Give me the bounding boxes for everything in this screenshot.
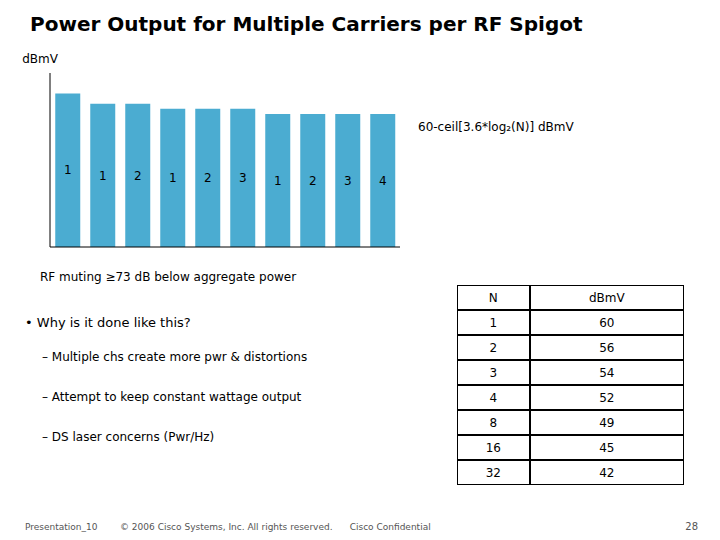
- html-text:Power Output for Multiple Carr: Power Output for Multiple Carriers per R…: [30, 12, 583, 36]
- html-text:1: 1: [489, 315, 498, 330]
- html-text:– DS laser concerns (Pwr/Hz): – DS laser concerns (Pwr/Hz): [42, 430, 215, 444]
- svg-text:4: 4: [379, 174, 387, 188]
- html-text:42: 42: [599, 465, 615, 480]
- html-text:60: 60: [599, 315, 615, 330]
- html-text:52: 52: [599, 390, 615, 405]
- html-text:60-ceil[3.6*log₂(N)] dBmV: 60-ceil[3.6*log₂(N)] dBmV: [418, 120, 574, 134]
- svg-text:1: 1: [274, 174, 282, 188]
- html-text:54: 54: [599, 365, 615, 380]
- svg-text:1: 1: [169, 171, 177, 185]
- html-text:16: 16: [485, 440, 501, 455]
- html-text:– Attempt to keep constant wat: – Attempt to keep constant wattage outpu…: [42, 390, 302, 404]
- svg-text:2: 2: [204, 171, 212, 185]
- html-text:32: 32: [485, 465, 501, 480]
- svg-text:2: 2: [134, 169, 142, 183]
- html-text:– Multiple chs create more pwr: – Multiple chs create more pwr & distort…: [42, 350, 308, 364]
- html-text:RF muting ≥73 dB below aggrega: RF muting ≥73 dB below aggregate power: [40, 270, 297, 284]
- html-text:• Why is it done like this?: • Why is it done like this?: [25, 315, 191, 330]
- html-text:45: 45: [599, 440, 615, 455]
- svg-text:3: 3: [344, 174, 352, 188]
- html-text:56: 56: [599, 340, 615, 355]
- html-text:Presentation_10: Presentation_10: [25, 522, 98, 532]
- svg-text:1: 1: [99, 169, 107, 183]
- svg-text:2: 2: [309, 174, 317, 188]
- html-text:N: N: [488, 290, 498, 305]
- svg-text:3: 3: [239, 171, 247, 185]
- html-text:49: 49: [599, 415, 615, 430]
- html-text:dBmV: dBmV: [588, 290, 625, 305]
- html-text:28: 28: [685, 521, 698, 532]
- svg-text:1: 1: [64, 163, 72, 177]
- html-text:© 2006 Cisco Systems, Inc. All: © 2006 Cisco Systems, Inc. All rights re…: [120, 522, 431, 532]
- html-text:3: 3: [489, 365, 498, 380]
- svg-text:dBmV: dBmV: [22, 52, 59, 66]
- html-text:8: 8: [489, 415, 498, 430]
- html-text:4: 4: [489, 390, 498, 405]
- html-text:2: 2: [489, 340, 498, 355]
